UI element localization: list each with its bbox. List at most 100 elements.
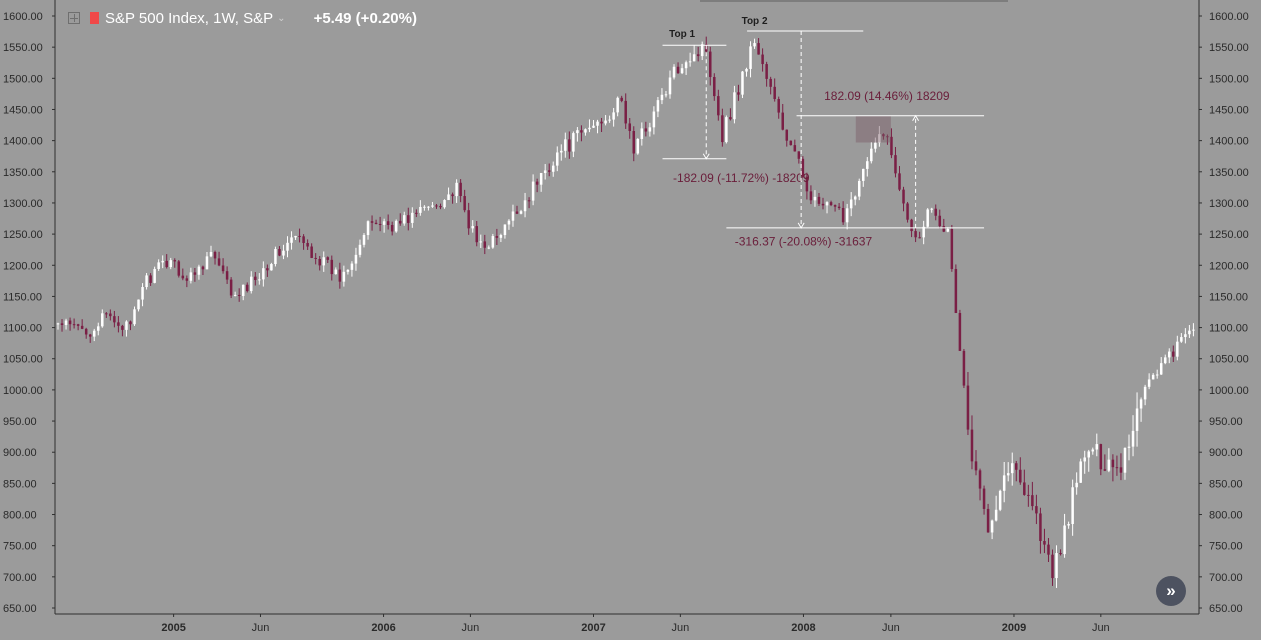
candle-body <box>479 241 483 243</box>
candle-body <box>1180 337 1183 342</box>
candle-body <box>1095 444 1099 450</box>
candle-body <box>84 328 88 335</box>
candle-body <box>749 46 752 69</box>
candle-body <box>576 130 579 134</box>
candle-body <box>423 206 426 208</box>
symbol-title[interactable]: S&P 500 Index, 1W, S&P <box>105 9 274 27</box>
candle-body <box>757 43 760 55</box>
top-toolbar-edge <box>700 0 1008 2</box>
candle-body <box>805 176 809 192</box>
chevron-down-icon[interactable]: ⌄ <box>277 12 286 24</box>
candle-body <box>181 275 185 279</box>
chart-header: S&P 500 Index, 1W, S&P ⌄ +5.49 (+0.20%) <box>68 6 417 30</box>
candle-body <box>1059 553 1062 555</box>
candle-body <box>129 321 132 325</box>
candle-body <box>105 313 108 315</box>
candle-body <box>254 276 257 281</box>
x-tick-label: Jun <box>1092 622 1110 634</box>
candle-body <box>346 269 350 272</box>
candle-body <box>934 208 937 216</box>
candle-body <box>1083 457 1086 462</box>
candle-body <box>1023 482 1026 495</box>
y-tick-label-left: 1500.00 <box>3 73 43 85</box>
candle-body <box>511 211 515 221</box>
candle-body <box>640 128 644 139</box>
y-tick-label-left: 900.00 <box>3 447 37 459</box>
y-tick-label-right: 900.00 <box>1209 447 1243 459</box>
y-tick-label-right: 1300.00 <box>1209 198 1249 210</box>
y-tick-label-left: 1350.00 <box>3 167 43 179</box>
y-tick-label-left: 1150.00 <box>3 291 42 303</box>
candle-body <box>910 219 913 232</box>
candle-body <box>700 44 704 57</box>
candle-body <box>644 128 648 132</box>
candle-body <box>378 223 382 225</box>
candle-body <box>1091 449 1095 452</box>
candle-body <box>853 196 857 200</box>
y-tick-label-right: 1550.00 <box>1209 42 1249 54</box>
highlight-zone <box>855 115 891 143</box>
candle-body <box>841 208 845 223</box>
y-tick-label-left: 1600.00 <box>3 11 43 23</box>
candle-body <box>306 242 309 247</box>
candle-body <box>201 266 205 270</box>
candle-body <box>845 208 849 223</box>
candle-body <box>101 313 104 327</box>
candle-body <box>217 258 221 266</box>
candle-body <box>906 203 909 220</box>
y-tick-label-left: 650.00 <box>3 603 37 615</box>
y-tick-label-right: 1000.00 <box>1209 385 1249 397</box>
candle-body <box>741 71 744 95</box>
candle-body <box>169 260 172 268</box>
candle-body <box>338 269 342 282</box>
candle-body <box>709 51 712 78</box>
scroll-to-realtime-button[interactable]: » <box>1156 576 1186 606</box>
candle-body <box>68 320 72 325</box>
candle-body <box>326 257 330 260</box>
x-tick-label: 2008 <box>791 622 815 634</box>
candle-body <box>684 62 688 69</box>
candle-body <box>616 97 619 113</box>
candle-body <box>447 194 450 201</box>
measure-arrow <box>702 153 710 160</box>
candle-body <box>990 520 994 533</box>
candle-body <box>543 170 547 174</box>
candle-body <box>857 180 861 197</box>
candle-body <box>362 235 366 245</box>
candle-body <box>1107 459 1111 471</box>
y-tick-label-left: 1050.00 <box>3 354 43 366</box>
candle-body <box>427 206 430 208</box>
candle-body <box>290 237 293 243</box>
candle-body <box>1192 329 1195 331</box>
candle-body <box>986 508 990 533</box>
y-tick-label-right: 1250.00 <box>1209 229 1249 241</box>
y-tick-label-right: 1200.00 <box>1209 260 1249 272</box>
candle-body <box>487 247 491 249</box>
candle-body <box>342 271 346 282</box>
candle-body <box>551 165 555 172</box>
candle-body <box>495 236 499 238</box>
candle-body <box>745 68 748 72</box>
candle-body <box>676 66 680 74</box>
candle-body <box>652 111 656 128</box>
x-tick-label: 2006 <box>371 622 395 634</box>
candle-body <box>491 236 495 248</box>
candle-body <box>1111 459 1115 468</box>
candle-body <box>785 129 789 141</box>
candle-body <box>918 237 921 239</box>
candle-body <box>193 272 197 275</box>
plus-box-icon[interactable] <box>68 12 80 24</box>
candle-body <box>403 215 406 224</box>
candle-body <box>1103 469 1107 471</box>
candle-body <box>286 242 289 251</box>
candle-body <box>833 205 837 207</box>
candle-body <box>821 203 825 206</box>
candle-body <box>233 294 237 296</box>
candle-body <box>266 268 269 271</box>
candle-body <box>471 226 474 229</box>
candle-body <box>1039 513 1042 541</box>
x-tick-label: Jun <box>462 622 480 634</box>
red-flag-icon[interactable] <box>90 12 99 24</box>
candle-body <box>668 77 672 95</box>
